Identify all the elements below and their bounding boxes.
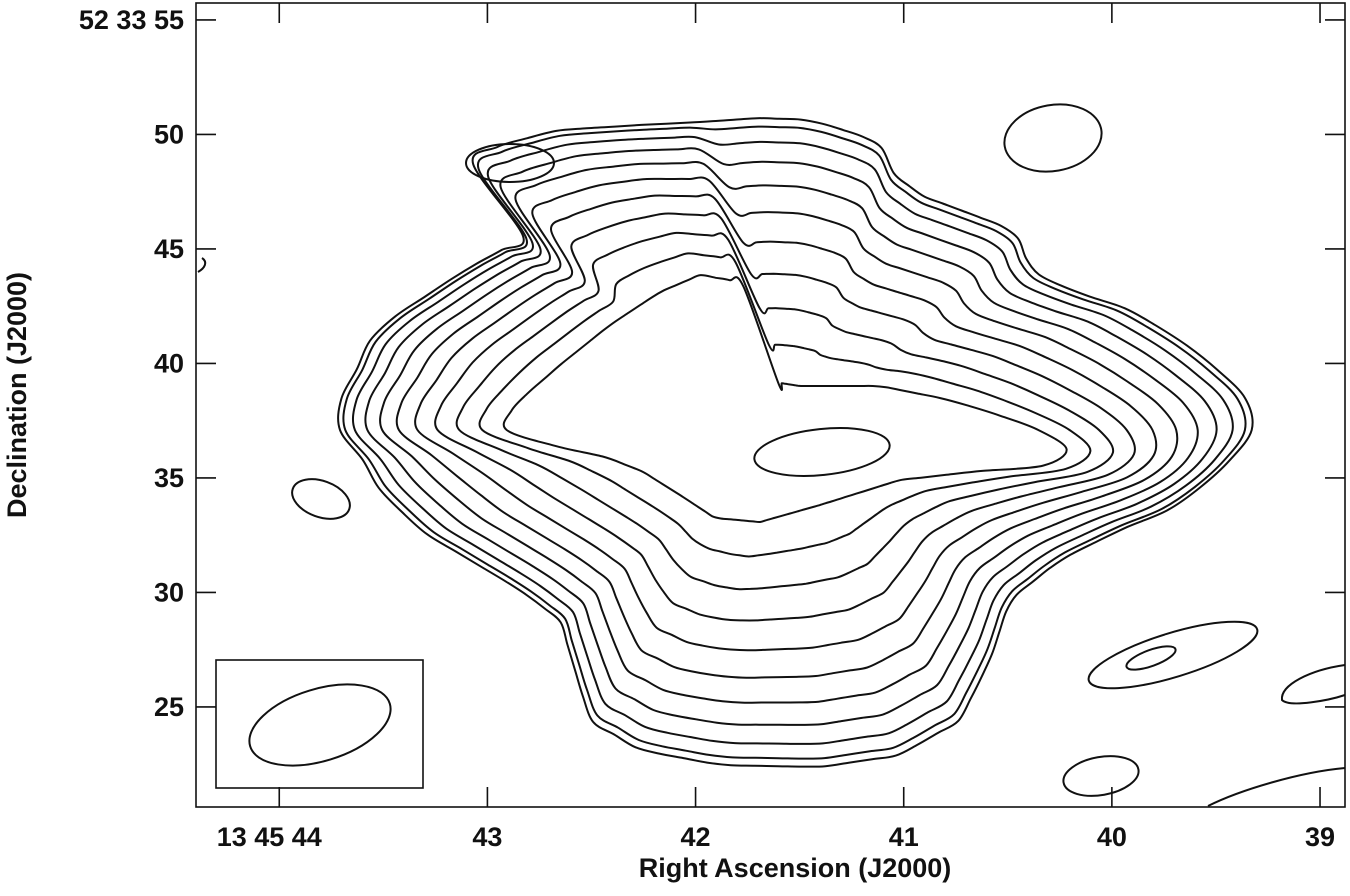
- contour: [337, 117, 1254, 768]
- y-tick-label: 40: [154, 348, 184, 378]
- contour: [364, 147, 1218, 726]
- y-tick-label: 52 33 55: [79, 5, 184, 35]
- contour: [1087, 620, 1259, 690]
- x-tick-label: 39: [1305, 822, 1335, 852]
- contour: [379, 160, 1199, 704]
- contour: [342, 125, 1247, 760]
- x-tick-label: 42: [681, 822, 711, 852]
- contour: [434, 212, 1136, 622]
- contour: [502, 274, 1068, 524]
- contour: [197, 257, 207, 273]
- contour: [351, 135, 1234, 745]
- contour: [414, 193, 1158, 652]
- contour: [1280, 664, 1346, 705]
- contour: [1062, 755, 1140, 797]
- contour: [478, 252, 1092, 558]
- contours: [197, 103, 1346, 807]
- beam-box: [215, 659, 424, 789]
- x-axis-label: Right Ascension (J2000): [639, 853, 952, 883]
- contour: [1003, 103, 1103, 173]
- contour: [455, 231, 1115, 591]
- y-tick-label: 50: [154, 119, 184, 149]
- contour: [291, 478, 351, 520]
- x-tick-label: 13 45 44: [217, 822, 322, 852]
- x-tick-label: 41: [889, 822, 919, 852]
- contour: [465, 143, 555, 183]
- contour: [753, 427, 891, 477]
- y-tick-label: 35: [154, 463, 184, 493]
- contour: [1207, 767, 1346, 807]
- y-tick-label: 25: [154, 692, 184, 722]
- x-tick-label: 43: [472, 822, 502, 852]
- contour: [395, 176, 1179, 679]
- y-axis-label: Declination (J2000): [2, 272, 32, 518]
- y-tick-label: 45: [154, 234, 184, 264]
- plot-frame: [195, 2, 1346, 808]
- beam: [248, 683, 392, 767]
- x-tick-label: 40: [1097, 822, 1127, 852]
- y-tick-label: 30: [154, 577, 184, 607]
- contour: [1125, 645, 1177, 671]
